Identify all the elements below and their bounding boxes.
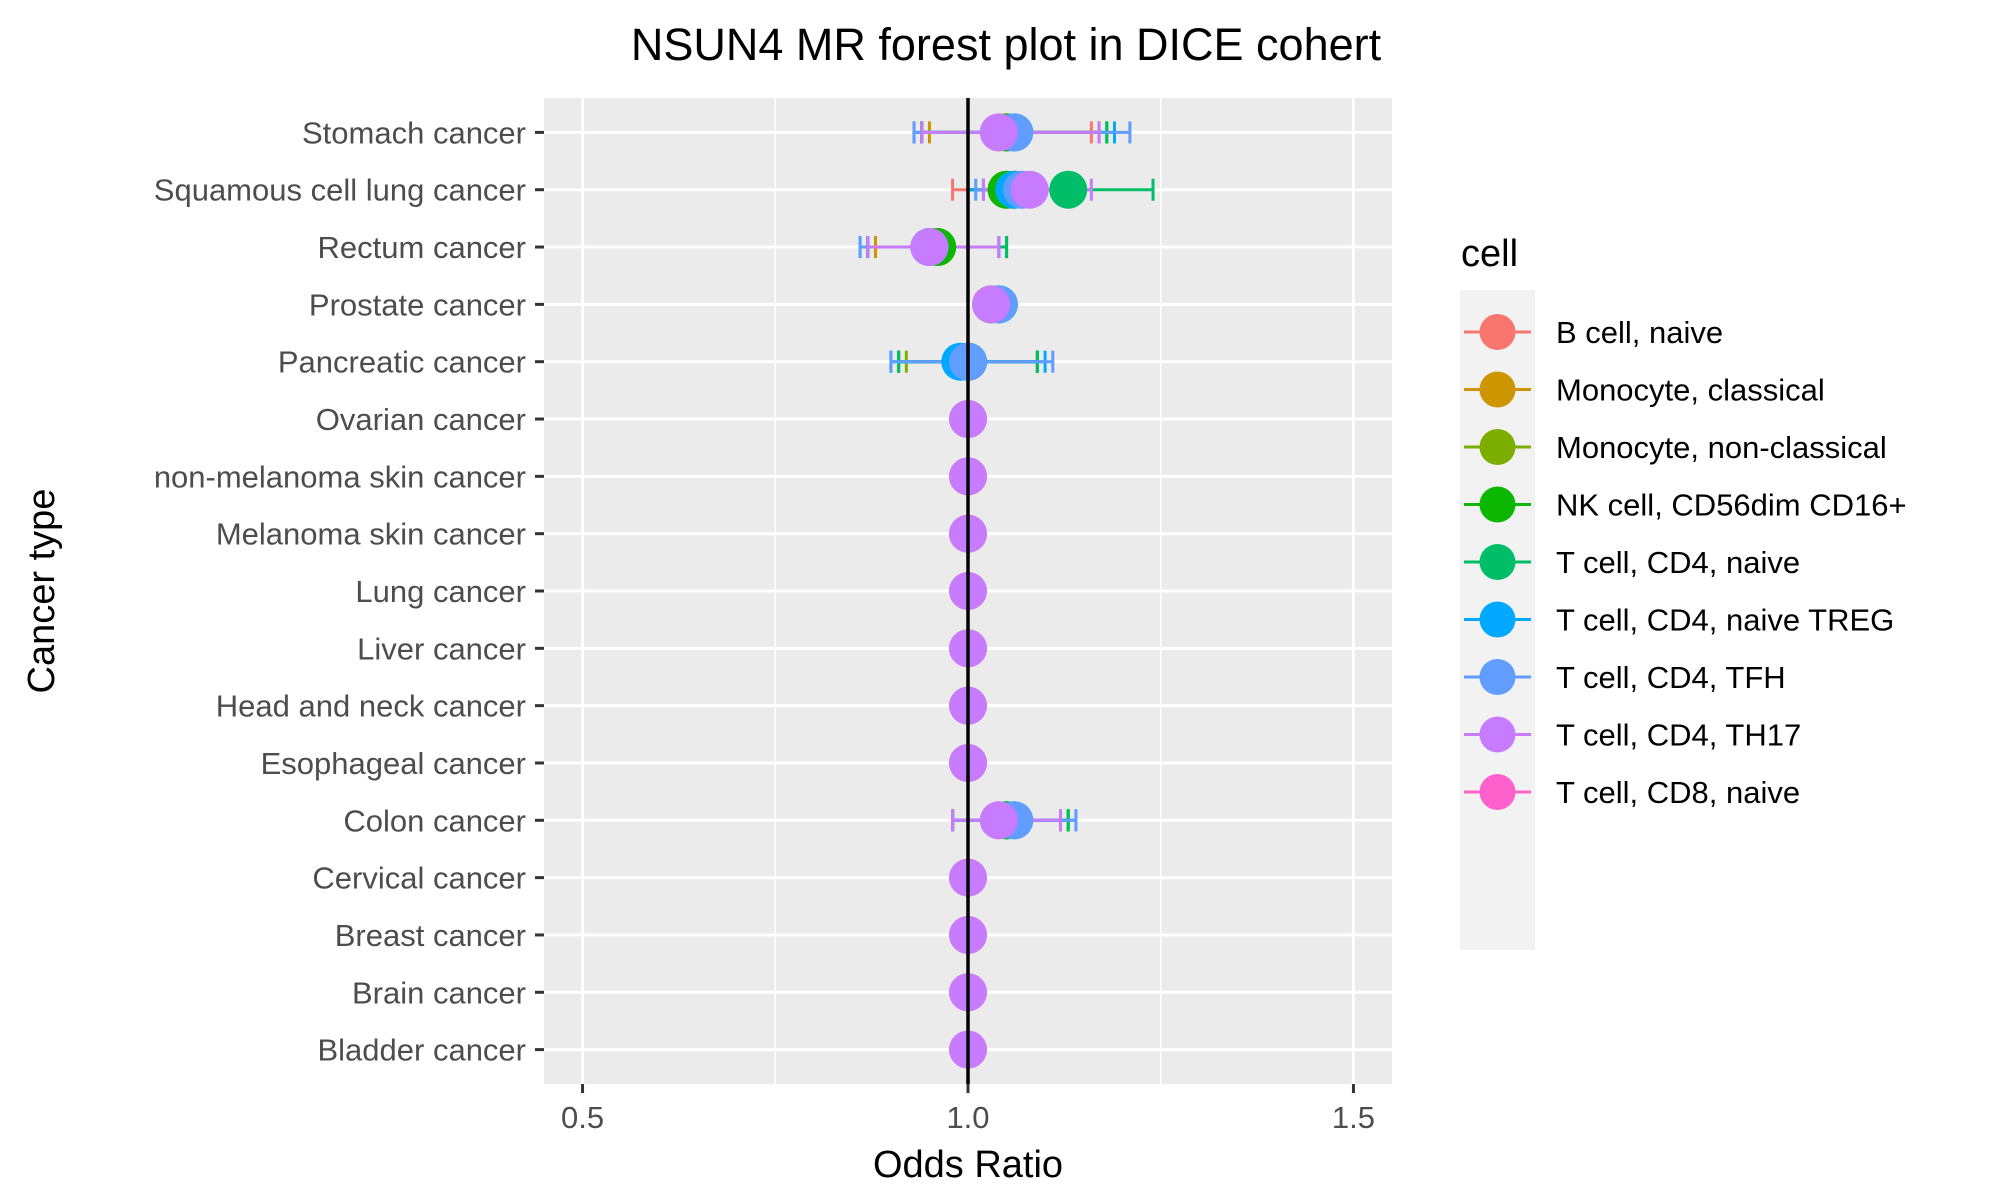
y-tick-label: Lung cancer: [355, 574, 526, 609]
y-tick-label: Bladder cancer: [317, 1033, 526, 1068]
data-point: [910, 228, 949, 267]
y-tick-label: Prostate cancer: [309, 287, 526, 322]
legend-label: T cell, CD8, naive: [1556, 775, 1800, 810]
chart-title: NSUN4 MR forest plot in DICE cohert: [631, 19, 1382, 70]
legend-label: Monocyte, classical: [1556, 373, 1825, 408]
data-point: [979, 801, 1018, 840]
legend-label: Monocyte, non-classical: [1556, 430, 1887, 465]
y-tick-label: Squamous cell lung cancer: [154, 173, 526, 208]
legend-key-point: [1479, 486, 1516, 523]
data-point: [972, 285, 1011, 324]
y-tick-label: Pancreatic cancer: [278, 345, 526, 380]
x-tick-label: 1.0: [946, 1100, 989, 1135]
legend-key-point: [1479, 544, 1516, 580]
x-axis: 0.5 1.0 1.5: [561, 1084, 1375, 1135]
data-point: [1010, 170, 1049, 209]
data-point: [979, 113, 1018, 152]
y-tick-label: Ovarian cancer: [316, 402, 526, 437]
y-tick-label: Cervical cancer: [312, 861, 526, 896]
legend-key-point: [1479, 774, 1516, 810]
x-axis-title: Odds Ratio: [873, 1144, 1063, 1186]
legend-key-point: [1479, 371, 1516, 408]
y-tick-label: Melanoma skin cancer: [216, 517, 526, 552]
y-tick-label: Brain cancer: [352, 975, 526, 1010]
legend-label: T cell, CD4, naive TREG: [1556, 603, 1894, 638]
y-tick-label: Colon cancer: [343, 803, 526, 838]
x-tick-label: 1.5: [1332, 1100, 1375, 1135]
legend-label: T cell, CD4, TFH: [1556, 660, 1786, 695]
y-tick-label: Rectum cancer: [318, 230, 526, 265]
x-tick-label: 0.5: [561, 1100, 604, 1135]
legend-items: B cell, naive Monocyte, classical Monocyte…: [1464, 314, 1907, 810]
y-tick-label: Stomach cancer: [302, 115, 526, 150]
legend-key-point: [1479, 716, 1516, 753]
y-tick-label: Head and neck cancer: [216, 689, 526, 724]
y-tick-label: Breast cancer: [335, 918, 526, 953]
legend-key-point: [1479, 601, 1516, 638]
legend: cell B cell, naive Monocyte, classical Mon…: [1460, 233, 1907, 950]
legend-key-point: [1479, 659, 1516, 695]
legend-label: NK cell, CD56dim CD16+: [1556, 488, 1907, 523]
legend-label: T cell, CD4, TH17: [1556, 718, 1801, 753]
y-axis: Stomach cancer Squamous cell lung cancer R…: [154, 115, 544, 1068]
data-point: [1049, 170, 1088, 209]
y-tick-label: Esophageal cancer: [261, 746, 526, 781]
legend-key-point: [1479, 314, 1516, 350]
legend-label: T cell, CD4, naive: [1556, 545, 1800, 580]
y-tick-label: non-melanoma skin cancer: [154, 459, 526, 494]
y-axis-title: Cancer type: [21, 489, 63, 694]
legend-label: B cell, naive: [1556, 315, 1723, 350]
legend-key-point: [1479, 429, 1516, 465]
legend-title: cell: [1461, 233, 1518, 275]
y-tick-label: Liver cancer: [357, 631, 526, 666]
